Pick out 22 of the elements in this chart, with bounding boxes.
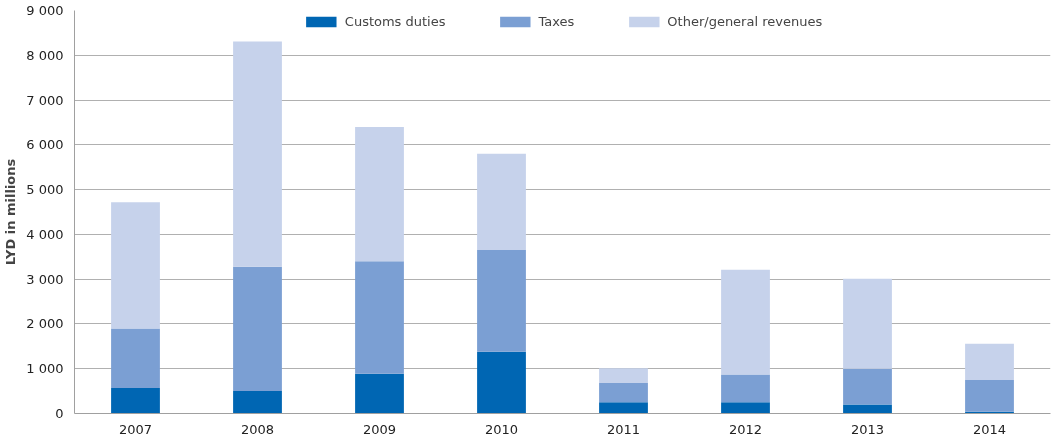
y-tick-label: 5 000 — [26, 182, 64, 198]
y-axis-title: LYD in millions — [3, 158, 19, 266]
y-tick-label: 7 000 — [26, 92, 64, 108]
y-tick-label: 6 000 — [26, 137, 64, 153]
y-tick-label: 8 000 — [26, 47, 64, 63]
legend-label: Other/general revenues — [667, 14, 823, 29]
x-tick-label: 2009 — [362, 421, 397, 437]
x-tick-label: 2010 — [484, 421, 519, 437]
x-tick-label: 2013 — [850, 421, 885, 437]
y-tick-label: 9 000 — [26, 3, 64, 18]
x-tick-label: 2011 — [606, 421, 641, 437]
y-tick-label: 2 000 — [26, 316, 64, 332]
legend-label: Customs duties — [344, 14, 446, 29]
legend-label: Taxes — [538, 14, 575, 29]
y-tick-label: 4 000 — [26, 226, 64, 242]
x-tick-label: 2014 — [972, 421, 1007, 437]
y-tick-label: 1 000 — [26, 361, 64, 377]
x-tick-label: 2012 — [728, 421, 763, 437]
x-tick-label: 2008 — [240, 421, 275, 437]
y-tick-label: 0 — [55, 406, 64, 421]
y-tick-label: 3 000 — [26, 271, 64, 287]
x-tick-label: 2007 — [118, 421, 153, 437]
